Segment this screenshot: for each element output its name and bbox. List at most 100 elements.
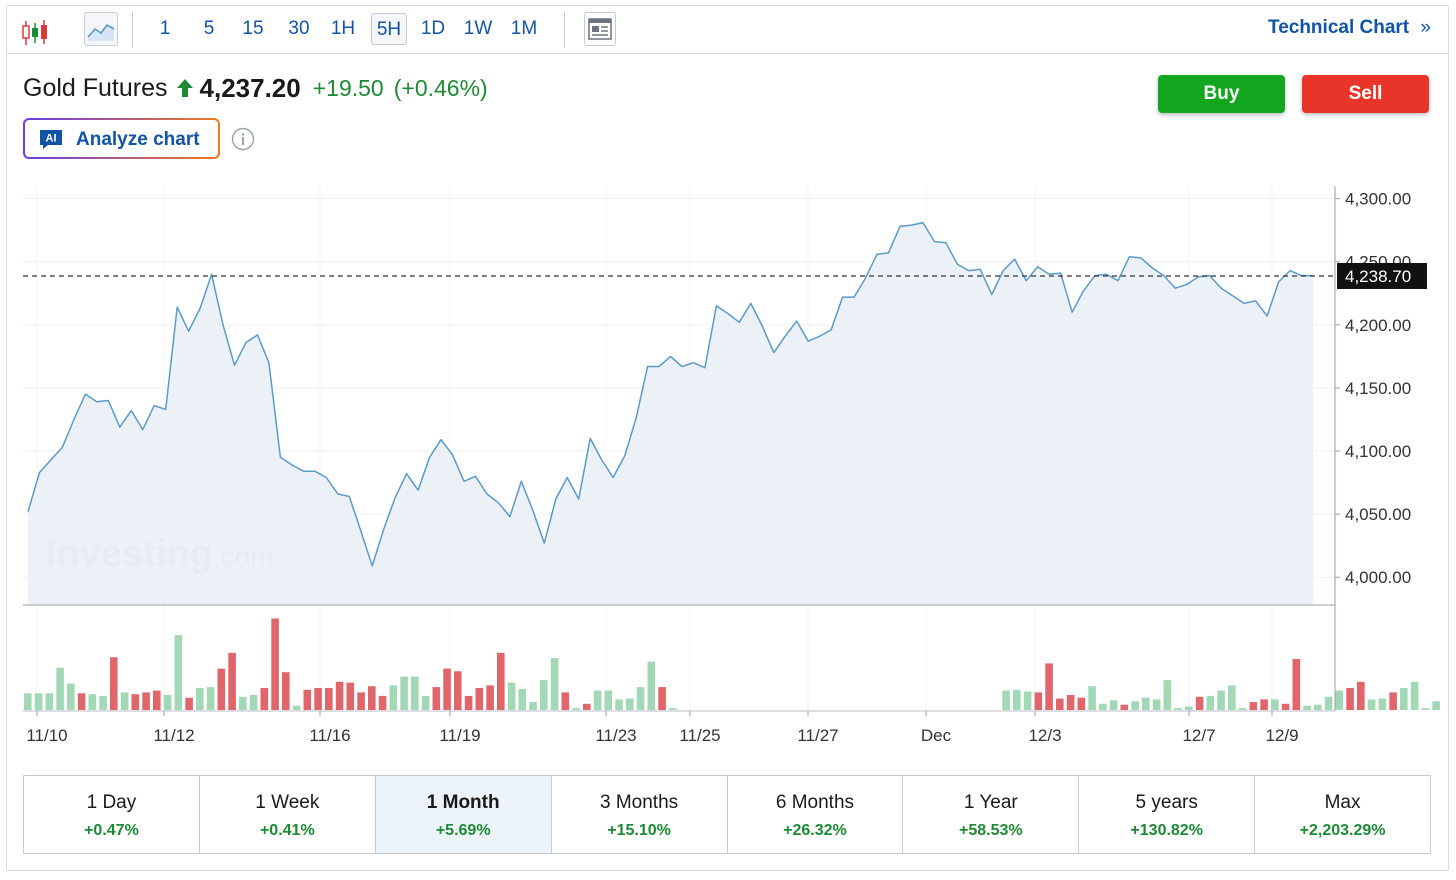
widget-frame bbox=[6, 5, 1449, 871]
period-button[interactable]: 1 Year +58.53% bbox=[903, 776, 1080, 853]
period-button[interactable]: 3 Months +15.10% bbox=[552, 776, 728, 853]
toolbar-separator bbox=[132, 12, 133, 48]
volume-bar bbox=[411, 676, 419, 710]
interval-5h[interactable]: 5H bbox=[371, 13, 407, 45]
volume-bar bbox=[1066, 695, 1075, 710]
volume-bar bbox=[1163, 680, 1172, 710]
period-change: +2,203.29% bbox=[1299, 822, 1386, 839]
period-label: Max bbox=[1324, 792, 1361, 813]
news-panel-icon bbox=[588, 18, 612, 40]
period-change: +0.47% bbox=[84, 822, 139, 839]
volume-bar bbox=[464, 695, 473, 710]
volume-bar bbox=[475, 688, 484, 710]
volume-bar bbox=[1292, 659, 1301, 710]
volume-bar bbox=[88, 694, 97, 710]
period-label: 1 Month bbox=[426, 792, 500, 813]
volume-bar bbox=[1303, 705, 1311, 710]
volume-bar bbox=[142, 692, 150, 710]
volume-bar bbox=[120, 692, 129, 710]
candlestick-icon[interactable] bbox=[20, 17, 52, 49]
instrument-header: Gold Futures 4,237.20 +19.50 (+0.46%) bbox=[23, 72, 488, 104]
volume-bar bbox=[185, 697, 193, 710]
analyze-chart-button[interactable]: AI Analyze chart bbox=[23, 118, 220, 159]
x-tick-label: 11/27 bbox=[797, 726, 838, 745]
volume-bar bbox=[561, 692, 570, 710]
volume-bar bbox=[1034, 692, 1043, 710]
volume-bar bbox=[1056, 698, 1064, 710]
volume-bar bbox=[292, 705, 301, 710]
volume-bar bbox=[1045, 663, 1053, 710]
info-icon[interactable] bbox=[231, 127, 255, 151]
interval-1h[interactable]: 1H bbox=[330, 18, 356, 39]
y-tick-label: 4,000.00 bbox=[1345, 568, 1411, 587]
period-button[interactable]: 1 Day +0.47% bbox=[24, 776, 200, 853]
y-tick-label: 4,300.00 bbox=[1345, 190, 1411, 209]
volume-bar bbox=[260, 688, 269, 710]
last-price: 4,237.20 bbox=[199, 72, 301, 103]
x-tick-label: 11/25 bbox=[679, 726, 720, 745]
volume-bar bbox=[1335, 690, 1344, 710]
interval-1d[interactable]: 1D bbox=[420, 18, 446, 39]
volume-bar bbox=[131, 694, 140, 710]
volume-bar bbox=[1023, 691, 1032, 710]
technical-chart-link[interactable]: Technical Chart » bbox=[1268, 17, 1431, 39]
last-price-tag bbox=[1337, 262, 1427, 289]
period-change: +58.53% bbox=[959, 822, 1023, 839]
period-button[interactable]: 1 Week +0.41% bbox=[200, 776, 376, 853]
buy-button[interactable]: Buy bbox=[1158, 75, 1285, 113]
volume-bar bbox=[593, 690, 602, 710]
x-tick-label: 11/19 bbox=[439, 726, 480, 745]
volume-bar bbox=[389, 685, 398, 710]
line-chart-button[interactable] bbox=[84, 12, 118, 46]
y-tick-label: 4,150.00 bbox=[1345, 379, 1411, 398]
x-tick-label: 11/12 bbox=[153, 726, 194, 745]
volume-bar bbox=[99, 695, 107, 710]
volume-bar bbox=[249, 695, 258, 710]
news-panel-button[interactable] bbox=[584, 12, 616, 46]
period-change: +0.41% bbox=[259, 822, 315, 839]
volume-bar bbox=[529, 702, 537, 710]
volume-bar bbox=[507, 682, 516, 710]
volume-bar bbox=[1077, 697, 1086, 710]
volume-bar bbox=[1195, 696, 1204, 710]
volume-bar bbox=[34, 693, 43, 710]
period-label: 6 Months bbox=[775, 792, 855, 813]
price-chart[interactable]: Investing.com4,300.004,250.004,200.004,1… bbox=[0, 0, 1456, 760]
volume-bar bbox=[1271, 699, 1279, 710]
period-label: 5 years bbox=[1135, 792, 1198, 813]
period-button[interactable]: 5 years +130.82% bbox=[1079, 776, 1256, 853]
price-change: +19.50 bbox=[312, 74, 384, 101]
line-chart-icon bbox=[87, 23, 115, 41]
volume-bar bbox=[271, 618, 279, 710]
volume-bar bbox=[1432, 701, 1440, 710]
volume-bar bbox=[1400, 688, 1408, 710]
x-tick-label: 12/7 bbox=[1182, 726, 1215, 745]
volume-bar bbox=[636, 687, 645, 710]
volume-bar bbox=[432, 687, 441, 710]
volume-bar bbox=[196, 688, 204, 710]
interval-5[interactable]: 5 bbox=[203, 18, 215, 39]
volume-bar bbox=[77, 693, 86, 710]
volume-bar bbox=[1002, 690, 1010, 710]
volume-bar bbox=[303, 689, 312, 710]
interval-1[interactable]: 1 bbox=[159, 18, 171, 39]
period-performance-bar: 1 Day +0.47% 1 Week +0.41% 1 Month +5.69% 3 Mo… bbox=[23, 775, 1431, 854]
interval-30[interactable]: 30 bbox=[288, 18, 310, 39]
volume-bar bbox=[1357, 681, 1365, 710]
interval-15[interactable]: 15 bbox=[242, 18, 264, 39]
period-button[interactable]: 1 Month +5.69% bbox=[375, 776, 552, 853]
sell-button[interactable]: Sell bbox=[1302, 75, 1429, 113]
volume-bar bbox=[540, 680, 548, 710]
volume-bar bbox=[174, 635, 183, 710]
interval-1w[interactable]: 1W bbox=[463, 18, 493, 39]
period-button[interactable]: Max +2,203.29% bbox=[1255, 776, 1430, 853]
period-label: 3 Months bbox=[599, 792, 679, 813]
volume-bar bbox=[1142, 697, 1150, 710]
volume-bar bbox=[1389, 692, 1397, 710]
volume-bar bbox=[518, 688, 527, 710]
volume-bar bbox=[497, 652, 505, 710]
volume-bar bbox=[1324, 696, 1333, 710]
period-button[interactable]: 6 Months +26.32% bbox=[728, 776, 904, 853]
volume-bar bbox=[486, 685, 494, 710]
interval-1m[interactable]: 1M bbox=[510, 18, 538, 39]
